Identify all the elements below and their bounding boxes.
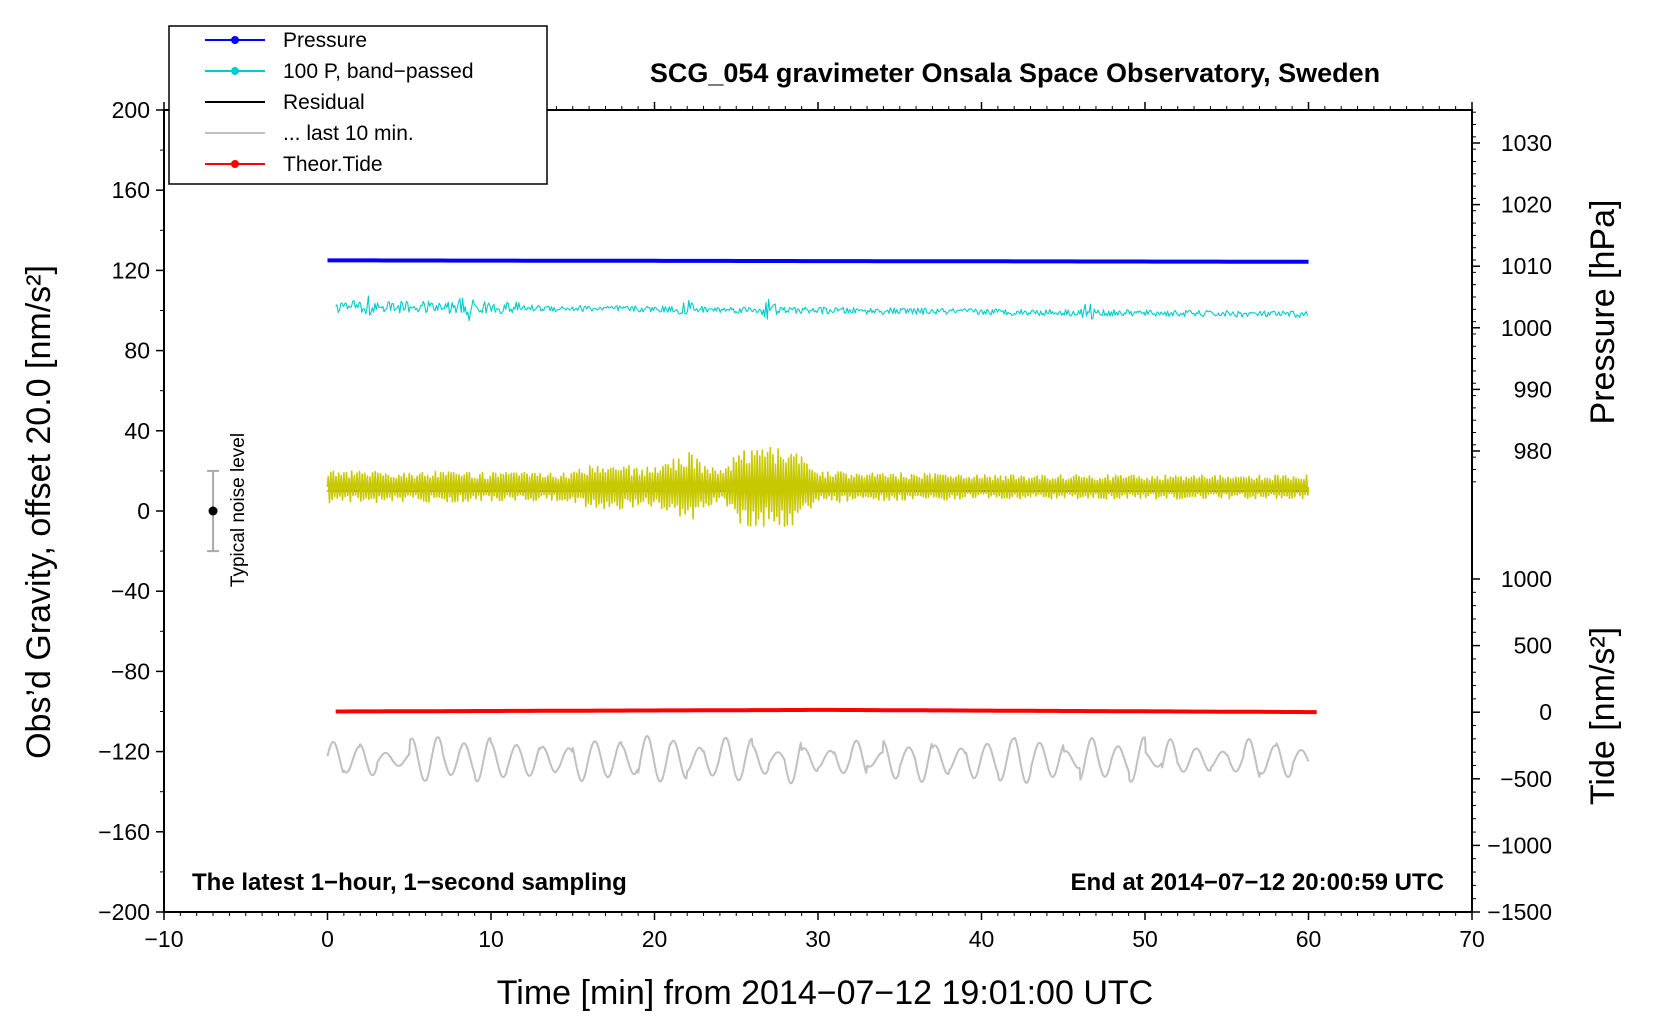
band-passed-pressure-series-line — [335, 295, 1309, 322]
pressure-tick-label: 1030 — [1501, 130, 1552, 156]
y-tick-label: 0 — [137, 498, 150, 524]
y-tick-label: 160 — [112, 177, 150, 203]
tide-tick-label: −1000 — [1487, 832, 1552, 858]
tide-tick-label: 0 — [1539, 699, 1552, 725]
tide-tick-label: 1000 — [1501, 566, 1552, 592]
y-tick-label: −40 — [111, 578, 150, 604]
pressure-tick-label: 1010 — [1501, 253, 1552, 279]
legend-box — [168, 25, 548, 185]
x-tick-label: 70 — [1459, 926, 1485, 952]
y-tick-label: 80 — [124, 338, 150, 364]
noise-level-label: Typical noise level — [228, 433, 249, 587]
legend-swatch-marker — [231, 36, 239, 44]
noise-bar-layer — [207, 469, 220, 553]
x-tick-label: 60 — [1296, 926, 1322, 952]
x-tick-label: 10 — [478, 926, 504, 952]
series-layer — [326, 258, 1317, 785]
legend-label: Theor.Tide — [283, 153, 383, 176]
annotation-sampling: The latest 1−hour, 1−second sampling — [192, 869, 627, 896]
x-tick-label: −10 — [144, 926, 183, 952]
legend-swatch-marker — [231, 67, 239, 75]
y-tick-label: −120 — [98, 739, 150, 765]
pressure-tick-label: 1020 — [1501, 192, 1552, 218]
x-tick-label: 50 — [1132, 926, 1158, 952]
last-10-min-series-line — [326, 735, 1310, 785]
x-tick-label: 30 — [805, 926, 831, 952]
x-tick-label: 40 — [969, 926, 995, 952]
x-tick-label: 20 — [642, 926, 668, 952]
legend: Pressure 100 P, band−passed Residual ... la… — [168, 25, 548, 185]
legend-label: ... last 10 min. — [283, 122, 414, 145]
y-tick-label: 40 — [124, 418, 150, 444]
pressure-tick-label: 980 — [1514, 438, 1552, 464]
y-tick-label: −80 — [111, 658, 150, 684]
ticks-layer: −10 0 10 20 30 40 50 60 70−200−160−120−80−400408… — [98, 97, 1552, 952]
tide-tick-label: −1500 — [1487, 899, 1552, 925]
y-tick-label: 200 — [112, 97, 150, 123]
y-tick-label: −160 — [98, 819, 150, 845]
x-axis-title: Time [min] from 2014−07−12 19:01:00 UTC — [497, 974, 1153, 1012]
y-tick-label: 120 — [112, 257, 150, 283]
x-tick-label: 0 — [321, 926, 334, 952]
theoretical-tide-series-line — [335, 707, 1317, 715]
y-tick-label: −200 — [98, 899, 150, 925]
chart-title: SCG_054 gravimeter Onsala Space Observat… — [650, 58, 1380, 88]
legend-label: Residual — [283, 91, 365, 114]
tide-tick-label: 500 — [1514, 633, 1552, 659]
pressure-series-line — [327, 258, 1309, 264]
y-axis-pressure-title: Pressure [hPa] — [1584, 200, 1622, 425]
tide-tick-label: −500 — [1500, 766, 1552, 792]
legend-label: 100 P, band−passed — [283, 60, 474, 83]
noise-bar-center-dot — [208, 506, 218, 516]
legend-swatch-marker — [231, 160, 239, 168]
pressure-tick-label: 1000 — [1501, 315, 1552, 341]
y-axis-tide-title: Tide [nm/s²] — [1584, 627, 1622, 805]
y-axis-left-title: Obs’d Gravity, offset 20.0 [nm/s²] — [20, 265, 58, 759]
legend-label: Pressure — [283, 29, 367, 52]
annotation-end-time: End at 2014−07−12 20:00:59 UTC — [1070, 869, 1444, 896]
pressure-tick-label: 990 — [1514, 376, 1552, 402]
residual-filtered-series-line — [326, 446, 1310, 528]
